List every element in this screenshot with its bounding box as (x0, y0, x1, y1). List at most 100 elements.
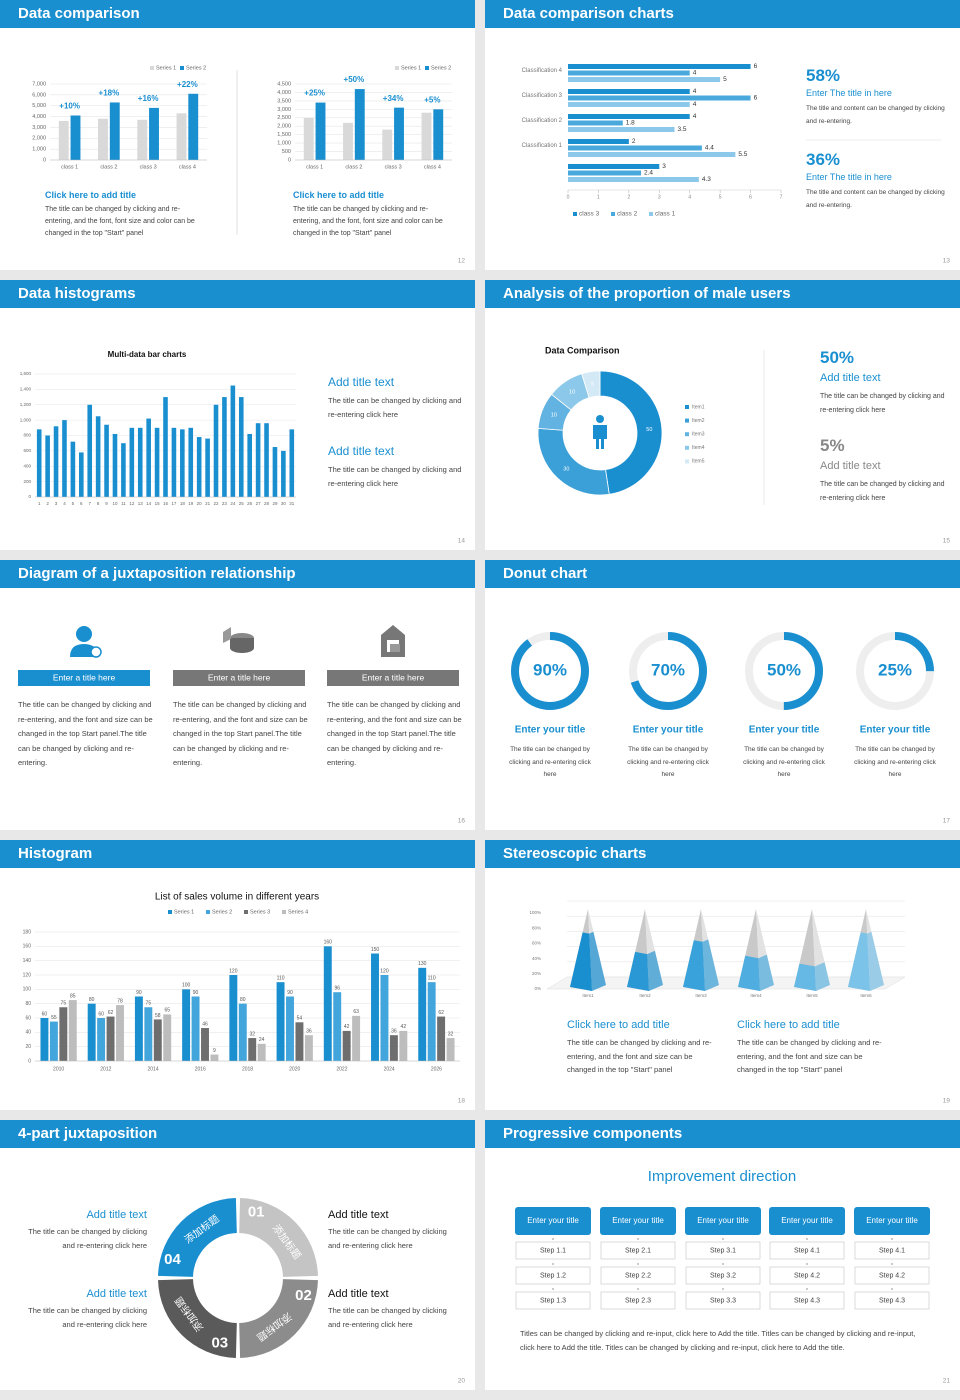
pyramid-face (794, 963, 816, 991)
bar (352, 1015, 361, 1061)
x-tick-label: 20 (197, 501, 203, 506)
page-number: 13 (943, 258, 951, 265)
slide-title: Diagram of a juxtaposition relationship (18, 565, 296, 582)
item-text: The title can be changed by clicking and… (328, 1306, 447, 1329)
value-label: 46 (202, 1021, 208, 1027)
pyramid-face (702, 939, 719, 991)
item-text: The title can be changed by clicking and… (328, 1227, 447, 1250)
legend-swatch (685, 445, 689, 450)
value-label: 75 (61, 1001, 67, 1007)
y-tick-label: 0 (43, 157, 46, 163)
x-tick-label: 22 (214, 501, 220, 506)
annotation: +22% (177, 80, 198, 89)
x-tick-label: 2010 (53, 1066, 64, 1072)
column-title: Enter your title (781, 1216, 833, 1225)
header-bar (0, 840, 475, 868)
title-box (769, 1207, 845, 1235)
bar (238, 1003, 247, 1061)
value-label: 60 (42, 1011, 48, 1017)
page-number: 16 (458, 818, 466, 825)
bar (568, 114, 690, 119)
bar (87, 1003, 96, 1061)
x-tick-label: 7 (88, 501, 91, 506)
step-box (854, 1266, 930, 1285)
icon (223, 627, 231, 643)
y-tick-label: 1,000 (277, 141, 291, 147)
connector-dot (722, 1288, 724, 1290)
bar (58, 120, 69, 160)
pyramid-face (647, 950, 663, 991)
y-tick-label: 7,000 (32, 81, 46, 87)
y-tick-label: 1,400 (20, 387, 32, 392)
legend-label: Item5 (692, 459, 705, 465)
y-tick-label: 80 (25, 1001, 31, 1007)
bar (68, 1000, 77, 1061)
connector-dot (637, 1238, 639, 1240)
bar (196, 437, 202, 497)
slide: Progressive components 21 Improvement dire… (485, 1120, 960, 1390)
x-tick-label: 10 (112, 501, 118, 506)
annotation: +10% (59, 102, 80, 111)
ring-label: 50% (767, 660, 801, 679)
value-label: 4 (693, 88, 697, 95)
stat-value: 36% (806, 150, 841, 169)
connector-dot (891, 1263, 893, 1265)
legend-label: Item2 (692, 418, 705, 424)
stat-heading: Add title text (820, 460, 881, 472)
x-tick-label: 1 (38, 501, 41, 506)
x-tick-label: 23 (222, 501, 228, 506)
x-tick-label: 24 (230, 501, 236, 506)
legend-swatch (150, 66, 154, 70)
title-bar (327, 670, 459, 686)
slide-canvas: Data comparison 12 0 1,000 2,000 3,000 4,000 5,… (0, 0, 475, 265)
category-label: Classification 3 (522, 93, 563, 99)
ring-value (511, 632, 589, 710)
annotation: +18% (99, 89, 120, 98)
donut-segment (581, 370, 601, 399)
value-label: 130 (418, 961, 427, 967)
chart-title: List of sales volume in different years (155, 892, 319, 903)
connector-dot (891, 1238, 893, 1240)
x-tick-label: 2014 (147, 1066, 158, 1072)
legend-label: Series 1 (401, 65, 421, 71)
connector-dot (637, 1288, 639, 1290)
bar (421, 112, 432, 160)
y-tick-label: 1,000 (32, 147, 46, 153)
step-box (854, 1241, 930, 1260)
category-label: Classification 2 (522, 118, 563, 124)
icon (90, 646, 102, 658)
x-tick-label: 12 (129, 501, 135, 506)
bar (272, 447, 278, 497)
value-label: 90 (287, 990, 293, 996)
legend-label: Item3 (692, 432, 705, 438)
connector-dot (722, 1263, 724, 1265)
item-heading: Add title text (86, 1288, 147, 1300)
ring-label: 70% (651, 660, 685, 679)
part-number: 02 (295, 1287, 312, 1304)
part-number: 03 (211, 1334, 228, 1351)
item-heading: Add title text (328, 1288, 389, 1300)
pyramid-face (683, 940, 705, 991)
slide: Donut chart 17 90% Enter your title 70% Enter… (485, 560, 960, 830)
bar (180, 429, 185, 497)
legend-label: class 2 (617, 211, 638, 218)
value-label: 150 (371, 947, 380, 953)
bar (304, 1035, 313, 1061)
pyramid-face (627, 951, 649, 991)
step-label: Step 2.1 (625, 1247, 651, 1254)
bar (437, 1016, 446, 1061)
y-tick-label: 6,000 (32, 92, 46, 98)
value-label: 10 (569, 390, 575, 396)
step-label: Step 4.1 (794, 1247, 820, 1254)
step-label: Step 1.1 (540, 1247, 566, 1254)
legend-swatch (685, 418, 689, 423)
connector-dot (637, 1263, 639, 1265)
connector-dot (722, 1238, 724, 1240)
column-heading: Enter a title here (208, 672, 271, 682)
bar (248, 1038, 257, 1061)
bar (255, 423, 261, 497)
item-text: The title can be changed by clicking and… (509, 746, 591, 779)
bar (70, 441, 76, 497)
step-label: Step 2.2 (625, 1272, 651, 1279)
